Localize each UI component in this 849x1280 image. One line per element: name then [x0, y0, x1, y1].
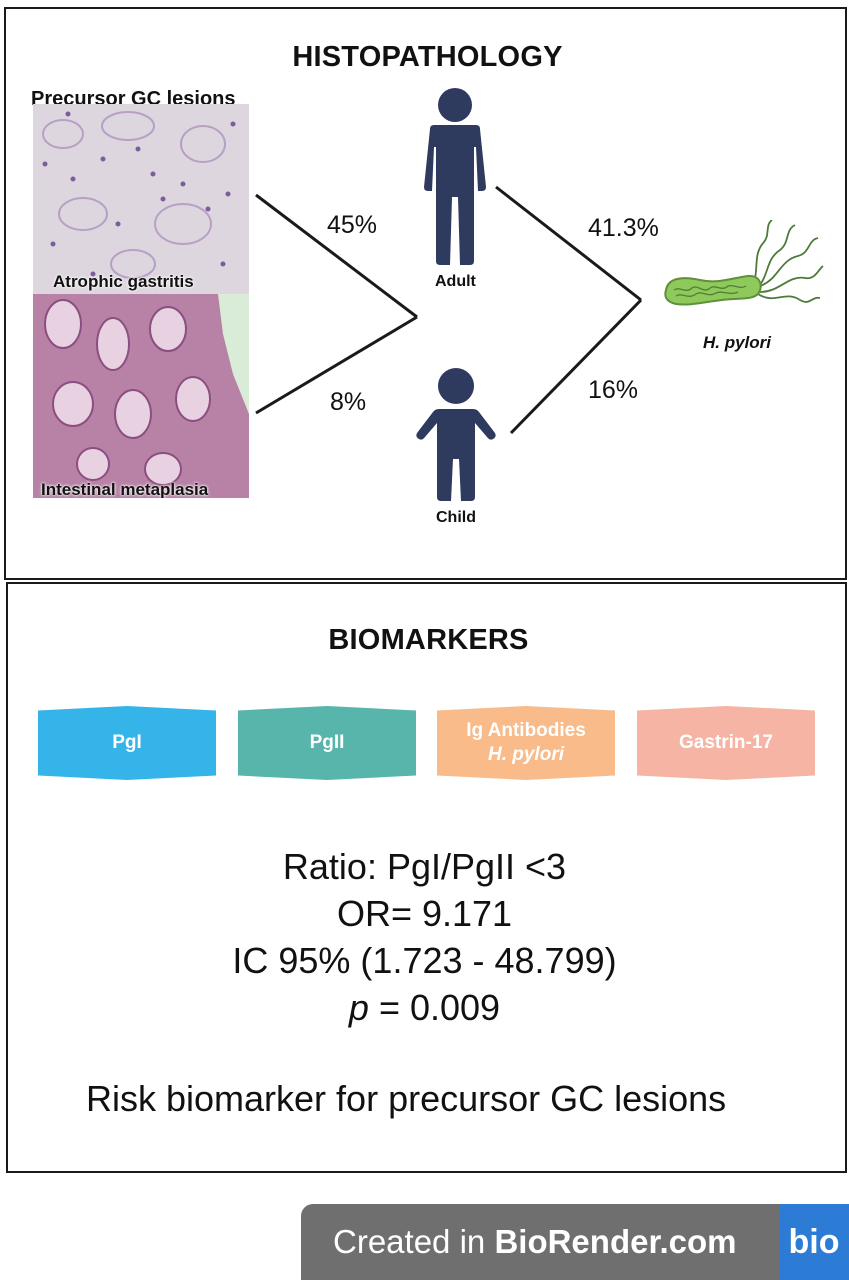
biorender-logo-icon: bio [779, 1204, 849, 1280]
line-lesion-upper [255, 193, 418, 319]
conclusion-statement: Risk biomarker for precursor GC lesions [86, 1078, 727, 1119]
ratio-statement: Ratio: PgI/PgII <3 [282, 846, 567, 887]
line-adult-hpylori [495, 185, 642, 302]
p-value-text: = 0.009 [368, 987, 501, 1028]
p-value-statement: p = 0.009 [0, 987, 849, 1029]
biorender-badge[interactable]: Created in BioRender.com bio [301, 1204, 849, 1280]
p-value-symbol: p [348, 987, 369, 1028]
child-lesion-percent: 8% [330, 388, 367, 416]
pgi-label: PgI [112, 732, 142, 753]
ig-antibodies-pathogen-label: H. pylori [487, 744, 564, 765]
pgii-chip: PgII [238, 706, 416, 780]
confidence-interval-statement: IC 95% (1.723 - 48.799) [232, 940, 617, 981]
child-hpylori-percent: 16% [588, 376, 639, 404]
h-pylori-bacterium-icon [664, 220, 824, 306]
adult-label: Adult [435, 273, 476, 290]
adult-hpylori-percent: 41.3% [588, 214, 659, 242]
ig-antibodies-chip: Ig Antibodies H. pylori [437, 706, 615, 780]
pgi-chip: PgI [38, 706, 216, 780]
line-child-hpylori [509, 298, 643, 435]
intestinal-metaplasia-label: Intestinal metaplasia [41, 480, 209, 498]
gastrin-17-chip: Gastrin-17 [637, 706, 815, 780]
intestinal-metaplasia-image: Intestinal metaplasia [33, 294, 249, 498]
connector-lines [255, 185, 643, 435]
biorender-credit: Created in BioRender.com [333, 1223, 737, 1261]
gastrin-17-label: Gastrin-17 [679, 732, 773, 753]
credit-prefix: Created in [333, 1223, 495, 1260]
atrophic-gastritis-image: Atrophic gastritis [33, 104, 249, 294]
adult-lesion-percent: 45% [327, 211, 378, 239]
h-pylori-label: H. pylori [703, 333, 772, 352]
adult-figure-icon [424, 88, 486, 265]
odds-ratio-statement: OR= 9.171 [336, 893, 513, 934]
line-lesion-lower [255, 315, 418, 415]
pgii-label: PgII [309, 732, 345, 753]
child-label: Child [436, 509, 476, 526]
credit-brand: BioRender.com [494, 1223, 737, 1260]
ig-antibodies-label: Ig Antibodies [466, 720, 586, 741]
histopathology-title: HISTOPATHOLOGY [292, 41, 563, 73]
biomarkers-title: BIOMARKERS [328, 624, 529, 656]
atrophic-gastritis-label: Atrophic gastritis [53, 272, 194, 291]
child-figure-icon [416, 368, 496, 501]
biomarkers-panel: BIOMARKERS [6, 582, 847, 1173]
